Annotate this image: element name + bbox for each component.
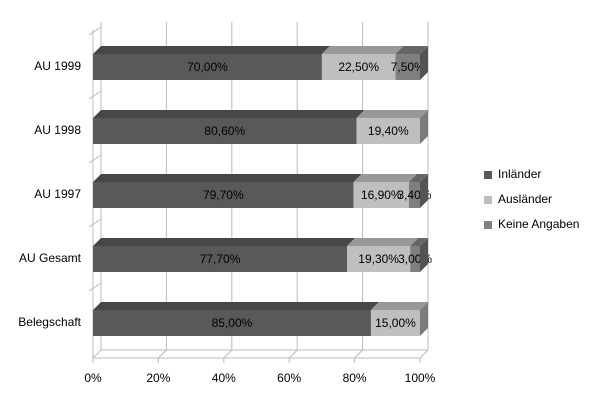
bar-top [93,174,362,182]
category-tick [88,218,102,228]
grid-line [288,349,298,359]
bar-top [347,238,419,246]
y-tick-label: Belegschaft [18,315,81,329]
bar-top [370,302,428,310]
legend-swatch [484,221,492,229]
bar-top [353,174,417,182]
value-label: 7,50% [391,60,425,74]
legend-label: Inländer [498,167,541,181]
grid-line [92,349,102,359]
bar-segment [321,54,396,80]
value-label: 79,70% [203,188,244,202]
value-label: 70,00% [187,60,228,74]
value-label: 19,40% [368,124,409,138]
grid-line [419,349,429,359]
bar-side [420,238,428,272]
bar-top [395,46,428,54]
bar-top [356,110,428,118]
value-label: 85,00% [212,316,253,330]
bar-segment [93,310,371,336]
bar-side [420,174,428,208]
bar-segment [408,182,420,208]
value-label: 80,60% [204,124,245,138]
y-tick-label: AU 1997 [34,187,81,201]
bar-segment [353,182,409,208]
y-tick-label: AU Gesamt [19,251,82,265]
bar-segment [93,182,354,208]
bar-side [420,302,428,336]
bar-segment [347,246,411,272]
bar-top [408,174,428,182]
x-tick-label: 100% [405,371,436,385]
bar-side [420,110,428,144]
x-tick-label: 20% [146,371,170,385]
bar-top [93,46,330,54]
x-tick-label: 40% [212,371,236,385]
category-tick [88,282,102,292]
bar-top [321,46,404,54]
x-tick-label: 80% [343,371,367,385]
bar-top [410,238,428,246]
x-tick-label: 60% [277,371,301,385]
legend-label: Ausländer [498,192,552,206]
bar-segment [410,246,420,272]
bar-top [93,110,365,118]
bar-top [93,302,379,310]
bar-segment [93,246,348,272]
grid-line [223,349,233,359]
grid-line [158,349,167,359]
category-tick [88,90,102,100]
bar-segment [93,54,322,80]
y-tick-label: AU 1998 [34,123,81,137]
category-tick [88,154,102,164]
value-label: 15,00% [375,316,416,330]
legend-swatch [484,196,492,204]
value-label: 19,30% [358,252,399,266]
legend-swatch [484,171,492,179]
bar-segment [395,54,420,80]
value-label: 22,50% [338,60,379,74]
grid-line [354,349,363,359]
bar-top [93,238,356,246]
value-label: 77,70% [200,252,241,266]
bar-segment [356,118,420,144]
y-tick-label: AU 1999 [34,59,81,73]
bar-segment [370,310,420,336]
value-label: 16,90% [361,188,402,202]
bar-side [420,46,428,80]
bar-segment [93,118,357,144]
category-tick [88,26,102,36]
x-tick-label: 0% [84,371,102,385]
legend-label: Keine Angaben [498,217,579,231]
